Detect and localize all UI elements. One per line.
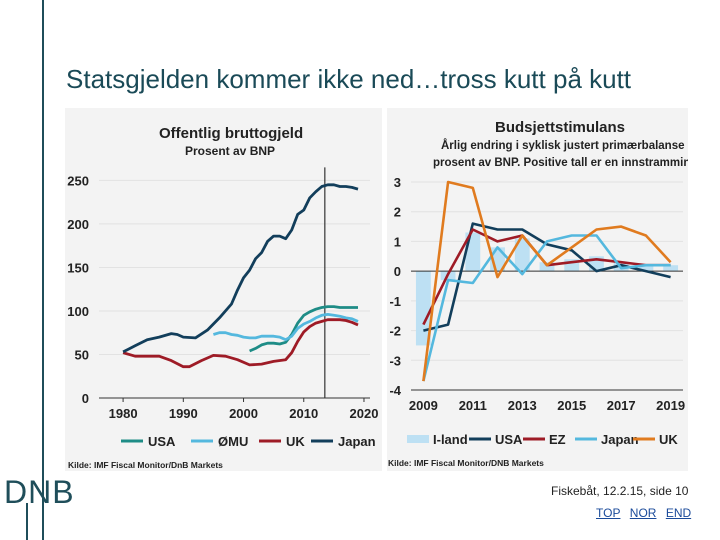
series-line-omu xyxy=(212,313,359,342)
bar-i-land xyxy=(638,265,654,272)
legend-label-omu: ØMU xyxy=(218,434,248,449)
y-tick-label: -4 xyxy=(389,383,401,398)
legend-label-usa: USA xyxy=(148,434,176,449)
debt-series xyxy=(122,183,359,369)
legend-label-japan: Japan xyxy=(338,434,376,449)
y-tick-label: -1 xyxy=(389,294,401,309)
y-gridlines xyxy=(99,179,370,399)
legend-swatch-i-land xyxy=(407,435,429,443)
x-tick-label: 2019 xyxy=(656,398,685,413)
chart-source: Kilde: IMF Fiscal Monitor/DNB Markets xyxy=(388,458,544,468)
y-tick-label: 250 xyxy=(67,173,89,188)
bar-i-land xyxy=(514,238,530,272)
left-accent-line xyxy=(42,0,44,540)
y-tick-label: 0 xyxy=(82,391,89,406)
gross-debt-chart-panel: Offentlig bruttogjeld Prosent av BNP 0 50… xyxy=(65,108,382,471)
y-tick-label: -2 xyxy=(389,324,401,339)
y-tick-labels: -4 -3 -2 -1 0 1 2 3 xyxy=(389,175,401,398)
series-line-usa xyxy=(423,222,671,332)
x-tick-label: 2011 xyxy=(459,398,487,413)
bar-i-land xyxy=(415,271,431,346)
series-line-japan xyxy=(122,183,359,354)
bar-i-land xyxy=(663,265,679,272)
chart-source: Kilde: IMF Fiscal Monitor/DnB Markets xyxy=(68,460,223,470)
chart-subtitle-line-1: Årlig endring i syklisk justert primærba… xyxy=(441,139,688,152)
legend-label-i-land: I-land xyxy=(433,432,468,447)
y-tick-labels: 0 50 100 150 200 250 xyxy=(67,173,89,406)
chart-title: Budsjettstimulans xyxy=(495,119,625,136)
stimulus-series xyxy=(422,180,672,382)
x-tick-label: 2010 xyxy=(289,406,318,421)
legend-label-japan: Japan xyxy=(601,432,639,447)
y-tick-label: 200 xyxy=(67,217,89,232)
x-tick-label: 1980 xyxy=(109,406,138,421)
chart-title: Offentlig bruttogjeld xyxy=(159,125,303,142)
y-tick-label: 50 xyxy=(75,347,89,362)
legend-label-ez: EZ xyxy=(549,432,566,447)
x-tick-label: 2013 xyxy=(508,398,537,413)
chart-legend: USA ØMU UK Japan xyxy=(121,434,376,449)
footer-nav: TOP NOR END xyxy=(596,506,697,520)
y-tick-label: -3 xyxy=(389,353,401,368)
legend-label-usa: USA xyxy=(495,432,523,447)
x-tick-label: 2017 xyxy=(607,398,636,413)
x-tick-label: 2000 xyxy=(229,406,258,421)
y-tick-label: 2 xyxy=(394,205,401,220)
x-tick-label: 2009 xyxy=(409,398,438,413)
series-line-usa xyxy=(249,305,358,353)
fiscal-stimulus-chart: Budsjettstimulans Årlig endring i syklis… xyxy=(388,119,697,468)
gross-debt-chart: Offentlig bruttogjeld Prosent av BNP 0 50… xyxy=(67,125,379,470)
x-tick-label: 2020 xyxy=(350,406,379,421)
fiscal-stimulus-chart-panel: Budsjettstimulans Årlig endring i syklis… xyxy=(387,108,697,471)
end-link[interactable]: END xyxy=(665,506,692,520)
dnb-logo: DNB xyxy=(4,474,75,510)
chart-subtitle-line-2: prosent av BNP. Positive tall er en inns… xyxy=(433,157,688,169)
logo-accent-line xyxy=(26,503,28,540)
legend-label-uk: UK xyxy=(659,432,678,447)
x-tick-labels: 1980 1990 2000 2010 2020 xyxy=(99,397,379,421)
series-line-uk xyxy=(122,318,359,369)
bar-i-land xyxy=(539,262,555,272)
slide-title: Statsgjelden kommer ikke ned…tross kutt … xyxy=(66,64,632,94)
y-gridlines xyxy=(411,181,683,391)
x-tick-label: 1990 xyxy=(169,406,198,421)
chart-subtitle: Prosent av BNP xyxy=(185,144,275,158)
top-link[interactable]: TOP xyxy=(596,506,621,520)
legend-label-uk: UK xyxy=(286,434,305,449)
nor-link[interactable]: NOR xyxy=(629,506,657,520)
footer-caption: Fiskebåt, 12.2.15, side 10 xyxy=(551,484,689,498)
i-land-bars xyxy=(415,232,679,346)
y-tick-label: 3 xyxy=(394,175,401,190)
y-tick-label: 150 xyxy=(67,260,89,275)
x-tick-label: 2015 xyxy=(557,398,586,413)
series-line-japan xyxy=(422,234,671,382)
y-tick-label: 0 xyxy=(394,264,401,279)
series-line-uk xyxy=(422,180,672,382)
y-tick-label: 100 xyxy=(67,304,89,319)
y-tick-label: 1 xyxy=(394,234,401,249)
x-tick-labels: 2009 2011 2013 2015 2017 2019 xyxy=(409,389,685,413)
bar-i-land xyxy=(564,259,580,272)
chart-legend: I-land USA EZ Japan UK xyxy=(407,432,678,447)
